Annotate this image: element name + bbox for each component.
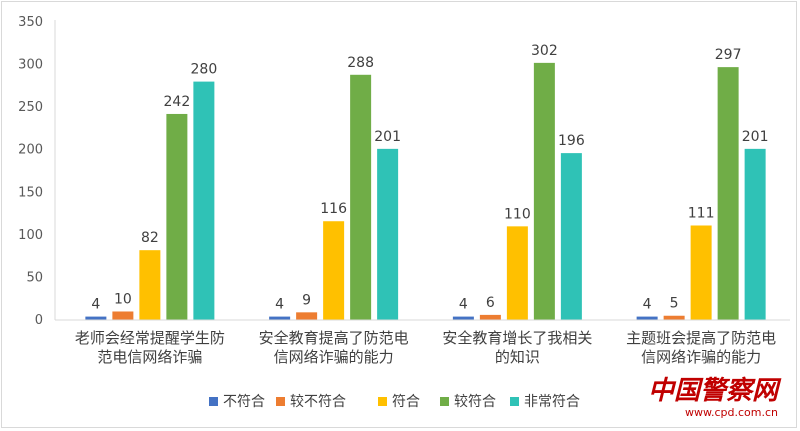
x-tick-label: 老师会经常提醒学生防范电信网络诈骗	[75, 329, 225, 366]
data-label: 201	[374, 129, 401, 145]
data-label: 9	[302, 292, 311, 308]
data-label: 297	[715, 47, 742, 63]
legend-label: 符合	[392, 394, 420, 410]
data-label: 111	[688, 205, 715, 221]
bar	[166, 113, 188, 320]
bar	[323, 221, 345, 320]
data-label: 201	[742, 129, 769, 145]
data-label: 116	[320, 201, 347, 217]
bar	[744, 148, 766, 320]
bar	[560, 153, 582, 320]
bars	[85, 62, 766, 321]
legend-label: 不符合	[223, 394, 265, 410]
data-label: 10	[114, 291, 132, 307]
x-tick-label-line: 信网络诈骗的能力	[641, 348, 761, 366]
bar	[506, 226, 528, 320]
legend: 不符合 较不符合 符合 较符合 非常符合	[209, 394, 580, 410]
y-axis: 0 50 100 150 200 250 300 350	[18, 15, 56, 328]
watermark-brand: 中国警察网	[648, 376, 782, 406]
data-label: 196	[558, 133, 585, 149]
data-label: 110	[504, 206, 531, 222]
y-tick-label: 100	[18, 228, 43, 243]
x-tick-label-line: 的知识	[495, 348, 540, 366]
bar	[717, 67, 739, 320]
bar	[350, 74, 372, 320]
x-tick-label-line: 安全教育增长了我相关	[442, 329, 592, 347]
x-tick-label: 安全教育提高了防范电信网络诈骗的能力	[259, 329, 409, 366]
legend-swatch	[378, 397, 387, 406]
watermark-logo: 中国警察网 www.cpd.com.cn	[648, 376, 782, 419]
data-label: 288	[347, 55, 374, 71]
x-tick-label-line: 范电信网络诈骗	[97, 348, 202, 366]
bar	[452, 316, 474, 320]
data-label: 242	[164, 94, 191, 110]
bar	[690, 225, 712, 320]
y-tick-label: 50	[26, 270, 43, 285]
y-tick-label: 300	[18, 58, 43, 73]
data-label: 4	[459, 297, 468, 313]
x-tick-label-line: 安全教育提高了防范电	[259, 329, 409, 347]
bar	[112, 311, 134, 320]
x-axis: 老师会经常提醒学生防范电信网络诈骗安全教育提高了防范电信网络诈骗的能力安全教育增…	[55, 319, 790, 366]
x-tick-label-line: 信网络诈骗的能力	[274, 348, 394, 366]
legend-swatch	[510, 397, 519, 406]
y-tick-label: 0	[35, 313, 43, 328]
data-label: 4	[643, 297, 652, 313]
data-label: 6	[486, 295, 495, 311]
watermark-url: www.cpd.com.cn	[685, 406, 778, 419]
bar	[533, 62, 555, 321]
data-label: 4	[275, 297, 284, 313]
legend-label: 较不符合	[290, 394, 346, 410]
bar	[296, 312, 318, 320]
bar	[663, 315, 685, 320]
x-tick-label-line: 主题班会提高了防范电	[626, 329, 776, 347]
legend-swatch	[276, 397, 285, 406]
y-tick-label: 250	[18, 100, 43, 115]
legend-label: 非常符合	[524, 394, 580, 410]
x-tick-label: 安全教育增长了我相关的知识	[442, 329, 592, 366]
legend-label: 较符合	[454, 394, 496, 410]
y-tick-label: 150	[18, 185, 43, 200]
bar	[193, 81, 215, 320]
y-tick-label: 200	[18, 143, 43, 158]
legend-swatch	[440, 397, 449, 406]
bar	[269, 316, 291, 320]
data-label: 82	[141, 230, 159, 246]
data-label: 302	[531, 43, 558, 59]
bar	[139, 250, 161, 320]
x-tick-label-line: 老师会经常提醒学生防	[75, 329, 225, 347]
y-tick-label: 350	[18, 15, 43, 30]
bar	[377, 148, 399, 320]
bar	[85, 316, 107, 320]
data-label: 4	[91, 297, 100, 313]
x-tick-label: 主题班会提高了防范电信网络诈骗的能力	[626, 329, 776, 366]
legend-swatch	[209, 397, 218, 406]
bar	[479, 314, 501, 320]
data-label: 280	[191, 62, 218, 78]
data-label: 5	[670, 296, 679, 312]
bar	[636, 316, 658, 320]
